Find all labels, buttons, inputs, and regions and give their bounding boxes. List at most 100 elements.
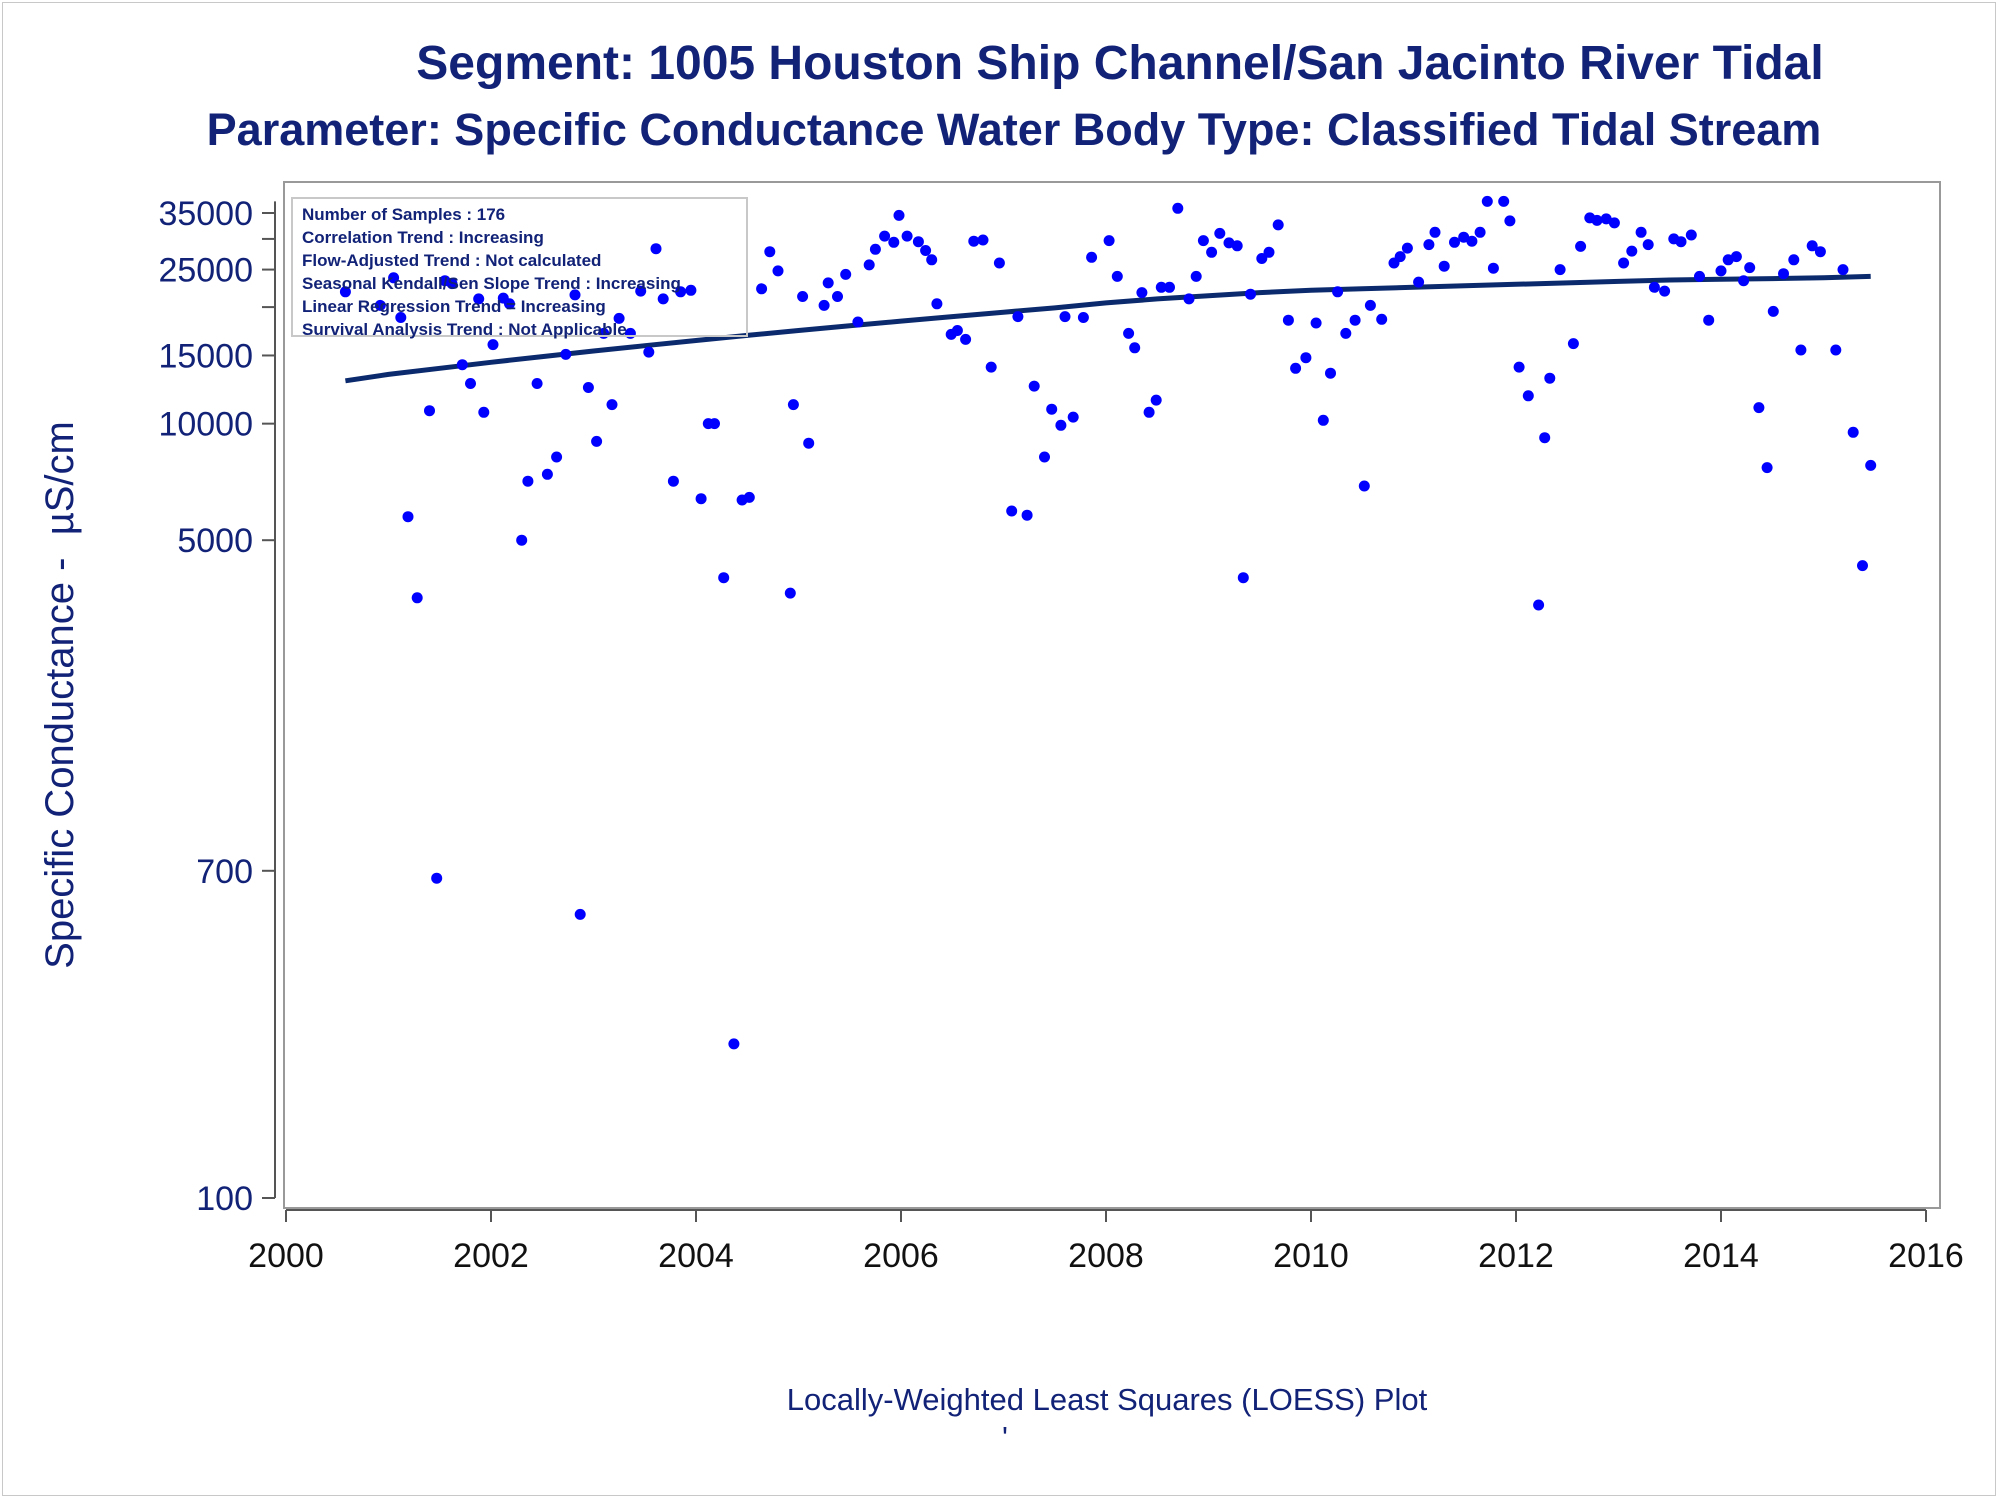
- data-point: [1290, 362, 1302, 374]
- data-point: [1795, 344, 1807, 356]
- data-point: [1231, 240, 1243, 252]
- data-point: [1206, 246, 1218, 258]
- data-point: [560, 348, 572, 360]
- data-point: [516, 534, 528, 546]
- data-point: [1214, 227, 1226, 239]
- data-point: [784, 587, 796, 599]
- data-point: [1544, 372, 1556, 384]
- data-point: [591, 435, 603, 447]
- data-point: [1642, 239, 1654, 251]
- x-tick-label: 2006: [863, 1237, 939, 1275]
- data-point: [1513, 361, 1525, 373]
- data-point: [1481, 195, 1493, 207]
- data-point: [1778, 268, 1789, 280]
- data-point: [1349, 314, 1361, 326]
- data-point: [1487, 262, 1499, 274]
- y-axis: 100 700 5000 10000 15000 25000 35000: [158, 195, 276, 1218]
- data-point: [1429, 226, 1441, 238]
- data-point: [657, 293, 669, 305]
- data-point: [879, 230, 891, 242]
- data-point: [1423, 239, 1435, 251]
- x-tick-label: 2002: [453, 1237, 529, 1275]
- plot-caption: Locally-Weighted Least Squares (LOESS) P…: [0, 1382, 2000, 1418]
- data-point: [951, 325, 963, 336]
- x-tick-label: 2004: [658, 1237, 734, 1275]
- data-point: [1310, 317, 1322, 329]
- y-tick-label: 10000: [158, 406, 253, 444]
- data-point: [650, 243, 662, 255]
- data-point: [1567, 338, 1579, 350]
- data-point: [1685, 229, 1697, 241]
- data-point: [1522, 390, 1534, 402]
- data-point: [1830, 344, 1842, 356]
- data-point: [1458, 231, 1470, 243]
- data-point: [473, 293, 485, 305]
- data-point: [1325, 367, 1336, 379]
- data-point: [446, 278, 458, 290]
- data-point: [431, 872, 443, 884]
- data-point: [1449, 236, 1460, 248]
- data-point: [1761, 462, 1773, 474]
- data-point: [1865, 459, 1877, 471]
- inset-line-flow-adjusted: Flow-Adjusted Trend : Not calculated: [302, 251, 602, 270]
- data-point: [1744, 262, 1756, 274]
- data-point: [1055, 419, 1067, 431]
- x-tick-label: 2014: [1683, 1237, 1759, 1275]
- data-point: [635, 285, 647, 297]
- data-point: [743, 491, 755, 503]
- y-tick-label: 5000: [177, 522, 253, 560]
- data-point: [388, 272, 400, 284]
- data-point: [803, 437, 815, 449]
- data-point: [852, 316, 864, 328]
- data-point: [960, 333, 972, 345]
- data-point: [1618, 257, 1630, 269]
- data-point: [1401, 242, 1413, 254]
- data-point: [840, 268, 852, 280]
- data-point: [1857, 560, 1868, 572]
- x-axis: 2000 2002 2004 2006 2008 2010 2012 2014 2016: [248, 1209, 1964, 1275]
- data-point: [504, 298, 515, 310]
- data-point: [643, 346, 655, 358]
- data-point: [1155, 281, 1167, 293]
- data-point: [968, 235, 980, 247]
- x-tick-label: 2016: [1888, 1237, 1964, 1275]
- data-point: [1103, 235, 1115, 247]
- inset-line-seasonal-kendall: Seasonal Kendall/Sen Slope Trend : Incre…: [302, 274, 681, 293]
- data-point: [1694, 270, 1705, 282]
- data-point: [1575, 240, 1587, 252]
- y-tick-label: 100: [196, 1180, 253, 1218]
- data-point: [1028, 380, 1040, 392]
- data-point: [613, 312, 625, 324]
- data-point: [569, 289, 581, 301]
- data-point: [1394, 251, 1406, 263]
- data-point: [772, 265, 784, 277]
- data-point: [931, 298, 943, 310]
- x-tick-label: 2000: [248, 1237, 324, 1275]
- data-point: [395, 312, 407, 323]
- inset-line-linear-regression: Linear Regression Trend = Increasing: [302, 297, 606, 316]
- plot-caption-text: Locally-Weighted Least Squares (LOESS) P…: [786, 1382, 1428, 1417]
- data-point: [374, 299, 386, 311]
- data-point: [675, 286, 687, 298]
- data-point: [1172, 202, 1184, 214]
- data-point: [926, 254, 938, 266]
- data-point: [1474, 226, 1486, 238]
- chart-title-text: Segment: 1005 Houston Ship Channel/San J…: [416, 37, 1824, 90]
- data-point: [1129, 342, 1141, 354]
- data-point: [1715, 265, 1727, 277]
- y-tick-label: 15000: [158, 337, 253, 375]
- data-point: [667, 475, 679, 487]
- data-point: [822, 277, 834, 289]
- data-point: [1190, 270, 1202, 282]
- data-point: [863, 259, 875, 271]
- data-point: [1021, 509, 1033, 521]
- inset-line-samples: Number of Samples : 176: [302, 205, 506, 224]
- data-point: [685, 284, 697, 296]
- data-point: [1675, 236, 1687, 248]
- loess-curve-group: [345, 273, 1871, 384]
- data-point: [764, 246, 776, 258]
- chart-subtitle-text: Parameter: Specific Conductance Water Bo…: [206, 104, 1822, 155]
- chart-subtitle: Parameter: Specific Conductance Water Bo…: [0, 104, 2000, 156]
- x-tick-label: 2010: [1273, 1237, 1349, 1275]
- caption-mark-text: ': [1002, 1420, 1008, 1455]
